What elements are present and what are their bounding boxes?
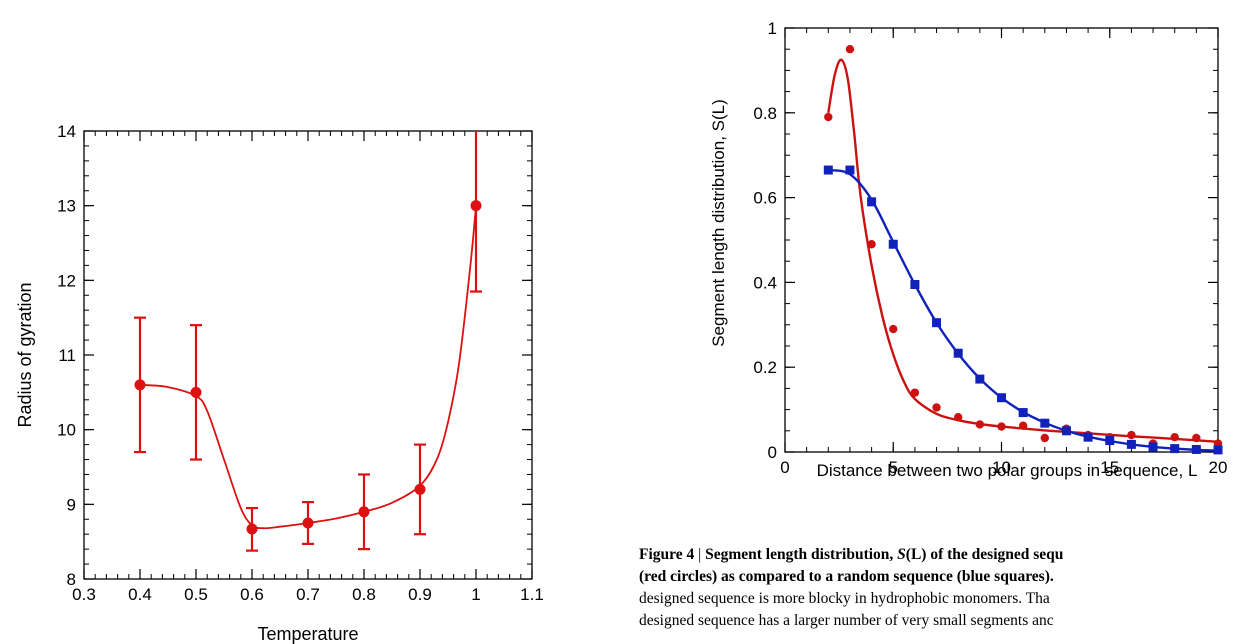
data-point-square <box>867 197 877 207</box>
radius-of-gyration-chart: 0.3 0.4 0.5 0.6 0.7 0.8 0.9 1 1.1 8 9 10 11 12 13 14 Tem… <box>15 122 544 644</box>
y-tick-label: 14 <box>57 122 76 141</box>
x-axis-label: Distance between two polar groups in seq… <box>817 461 1198 480</box>
data-point-square <box>1191 444 1201 454</box>
x-tick-label: 20 <box>1209 458 1228 477</box>
y-tick-label: 1 <box>768 19 777 38</box>
data-point-square <box>1083 432 1093 442</box>
y-tick-label: 13 <box>57 197 76 216</box>
data-point <box>134 379 146 391</box>
data-point-circle <box>1040 433 1050 443</box>
data-point-circle <box>845 45 855 54</box>
x-tick-label: 0.3 <box>72 585 96 604</box>
data-point-square <box>1018 408 1028 418</box>
y-tick-label: 11 <box>58 346 76 365</box>
data-point-circle <box>1018 421 1028 430</box>
data-point-circle <box>824 112 833 122</box>
data-point-square <box>997 393 1006 403</box>
x-tick-label: 0.5 <box>184 585 208 604</box>
data-point-square <box>845 165 855 175</box>
y-tick-label: 10 <box>57 421 76 440</box>
caption-title-1: Segment length distribution, <box>705 546 898 563</box>
caption-line-3: designed sequence is more blocky in hydr… <box>639 590 1050 607</box>
x-tick-label: 0.8 <box>352 585 376 604</box>
x-tick-label: 10 <box>992 458 1011 477</box>
caption-figure-label: Figure 4 <box>639 546 695 563</box>
caption-line-4: designed sequence has a larger number of… <box>639 612 1054 629</box>
y-tick-label: 12 <box>57 271 76 290</box>
x-tick-label: 15 <box>1100 458 1119 477</box>
caption-symbol: S <box>897 546 906 563</box>
caption-title-2: of the designed sequ <box>926 546 1064 563</box>
data-point-circle <box>1192 433 1201 443</box>
data-point <box>302 517 314 529</box>
y-tick-label: 0.8 <box>753 104 777 123</box>
y-tick-label: 8 <box>67 570 76 589</box>
data-point-circle <box>954 413 963 422</box>
data-point-square <box>910 280 920 290</box>
data-point-circle <box>867 240 876 249</box>
data-point-square <box>953 348 963 358</box>
data-point-circle <box>1170 432 1179 442</box>
data-point-square <box>1105 436 1115 446</box>
data-point <box>246 523 258 535</box>
x-tick-label: 0.4 <box>128 585 152 604</box>
x-tick-label: 1 <box>471 585 480 604</box>
data-point <box>190 386 202 398</box>
segment-length-chart: 0 5 10 15 20 0 0.2 0.4 0.6 0.8 1 Distance between t… <box>709 19 1227 480</box>
x-tick-label: 0.9 <box>408 585 432 604</box>
x-tick-label: 0.7 <box>296 585 320 604</box>
y-tick-label: 0.6 <box>753 189 777 208</box>
x-tick-label: 0 <box>780 458 789 477</box>
data-point-circle <box>997 422 1006 431</box>
y-tick-label: 9 <box>67 495 76 514</box>
data-point <box>470 200 482 212</box>
data-point-circle <box>1127 430 1136 440</box>
y-tick-label: 0 <box>768 443 777 462</box>
data-point-square <box>1061 426 1071 436</box>
y-axis-label: Radius of gyration <box>15 282 35 427</box>
data-point-square <box>1170 444 1180 454</box>
data-point-square <box>932 318 942 328</box>
caption-separator: | <box>698 546 702 563</box>
data-point-square <box>975 374 985 384</box>
data-point-square <box>823 165 833 175</box>
caption-line-1: Figure 4 | Segment length distribution, … <box>639 544 1240 566</box>
data-point-circle <box>910 388 920 397</box>
x-tick-label: 5 <box>889 458 898 477</box>
data-point-square <box>1148 442 1158 452</box>
x-tick-label: 0.6 <box>240 585 264 604</box>
x-tick-label: 1.1 <box>520 585 544 604</box>
data-point-circle <box>889 324 898 334</box>
caption-symbol-arg: (L) <box>905 546 927 563</box>
data-point-square <box>1126 439 1136 449</box>
y-tick-label: 0.2 <box>753 358 777 377</box>
y-axis-label: Segment length distribution, S(L) <box>709 99 728 347</box>
caption-line-2: (red circles) as compared to a random se… <box>639 568 1054 585</box>
data-point-square <box>1213 445 1223 455</box>
data-point-square <box>1040 418 1050 428</box>
y-tick-label: 0.4 <box>753 273 777 292</box>
data-point-square <box>888 239 898 249</box>
data-point-circle <box>975 420 985 429</box>
data-point <box>358 506 370 518</box>
data-point <box>414 483 426 495</box>
data-point-circle <box>932 403 941 412</box>
figure-caption: Figure 4 | Segment length distribution, … <box>639 544 1240 632</box>
x-axis-label: Temperature <box>257 624 358 644</box>
fit-curve <box>827 58 1218 443</box>
fit-curve <box>139 205 477 530</box>
